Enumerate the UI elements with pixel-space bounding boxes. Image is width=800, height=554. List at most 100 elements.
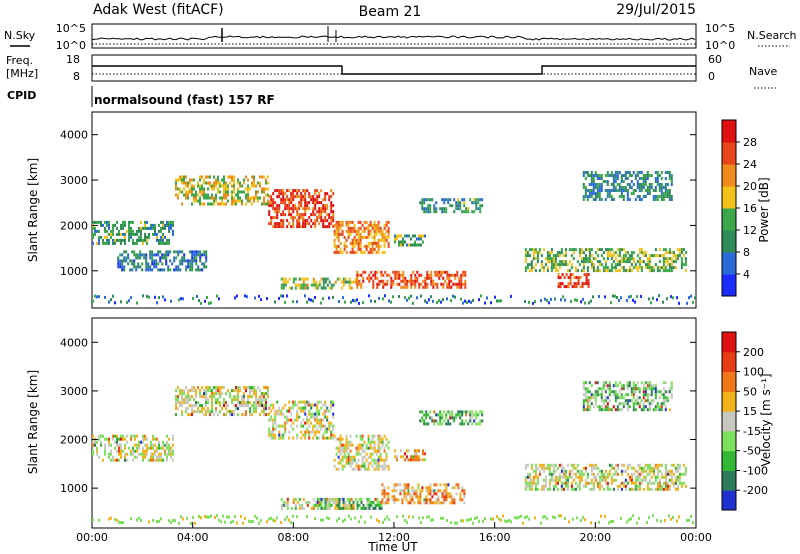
data-cell bbox=[427, 204, 430, 208]
data-cell bbox=[318, 213, 321, 217]
data-cell bbox=[359, 241, 362, 245]
data-cell bbox=[304, 409, 307, 413]
data-cell bbox=[379, 455, 382, 459]
data-cell bbox=[598, 189, 601, 192]
data-cell bbox=[300, 506, 303, 510]
data-cell bbox=[150, 440, 152, 444]
data-cell bbox=[215, 178, 217, 182]
data-cell bbox=[324, 409, 327, 413]
data-cell bbox=[265, 401, 267, 405]
data-cell bbox=[548, 469, 551, 473]
data-cell bbox=[132, 232, 134, 236]
data-cell bbox=[596, 174, 599, 177]
data-cell bbox=[304, 286, 307, 290]
data-cell bbox=[546, 251, 549, 255]
data-cell bbox=[366, 503, 369, 507]
data-cell bbox=[193, 199, 195, 203]
data-cell bbox=[337, 437, 340, 441]
data-cell bbox=[219, 392, 221, 396]
ground-scatter-cell bbox=[560, 298, 562, 302]
data-cell bbox=[316, 427, 319, 431]
ground-scatter-cell bbox=[570, 300, 572, 303]
data-cell bbox=[564, 469, 567, 473]
data-cell bbox=[296, 192, 299, 196]
data-cell bbox=[191, 389, 193, 393]
data-cell bbox=[128, 238, 130, 242]
data-cell bbox=[237, 187, 239, 191]
data-cell bbox=[215, 193, 217, 197]
data-cell bbox=[435, 483, 438, 487]
data-cell bbox=[276, 424, 279, 428]
data-cell bbox=[298, 201, 301, 205]
data-cell bbox=[225, 401, 227, 405]
data-cell bbox=[270, 409, 273, 413]
data-cell bbox=[324, 210, 327, 214]
data-cell bbox=[379, 226, 382, 230]
data-cell bbox=[122, 226, 124, 230]
data-cell bbox=[373, 232, 376, 236]
data-cell bbox=[664, 487, 667, 491]
data-cell bbox=[586, 399, 589, 403]
data-cell bbox=[442, 285, 445, 289]
data-cell bbox=[247, 395, 249, 399]
data-cell bbox=[568, 475, 571, 479]
data-cell bbox=[338, 277, 341, 281]
data-cell bbox=[596, 177, 599, 180]
data-cell bbox=[469, 416, 472, 420]
data-cell bbox=[433, 501, 436, 505]
data-cell bbox=[650, 254, 653, 258]
data-cell bbox=[110, 452, 112, 456]
data-cell bbox=[362, 270, 365, 274]
data-cell bbox=[654, 396, 657, 400]
data-cell bbox=[288, 207, 291, 211]
data-cell bbox=[676, 487, 679, 491]
data-cell bbox=[567, 285, 570, 289]
data-cell bbox=[646, 396, 649, 400]
data-cell bbox=[427, 413, 430, 417]
data-cell bbox=[237, 398, 239, 402]
data-cell bbox=[175, 407, 177, 411]
ground-scatter-cell bbox=[222, 514, 224, 518]
data-cell bbox=[590, 183, 593, 186]
data-cell bbox=[328, 424, 331, 428]
data-cell bbox=[195, 392, 197, 396]
ground-scatter-cell bbox=[454, 295, 456, 299]
data-cell bbox=[136, 455, 138, 459]
data-cell bbox=[288, 418, 291, 422]
data-cell bbox=[316, 403, 319, 407]
data-cell bbox=[223, 181, 225, 185]
data-cell bbox=[324, 500, 327, 504]
data-cell bbox=[181, 256, 184, 260]
data-cell bbox=[379, 437, 382, 441]
data-cell bbox=[668, 195, 671, 198]
data-cell bbox=[191, 193, 193, 197]
data-cell bbox=[282, 222, 285, 226]
data-cell bbox=[172, 232, 174, 236]
data-cell bbox=[294, 277, 297, 281]
data-cell bbox=[664, 396, 667, 400]
data-cell bbox=[602, 487, 605, 491]
data-cell bbox=[542, 266, 545, 270]
data-cell bbox=[552, 463, 555, 467]
data-cell bbox=[610, 189, 613, 192]
data-cell bbox=[357, 446, 360, 450]
data-cell bbox=[255, 196, 257, 200]
ground-scatter-cell bbox=[254, 514, 256, 518]
data-cell bbox=[217, 175, 219, 179]
data-cell bbox=[624, 487, 627, 491]
data-cell bbox=[267, 187, 269, 191]
data-cell bbox=[446, 270, 449, 274]
data-cell bbox=[616, 248, 619, 252]
data-cell bbox=[548, 463, 551, 467]
data-cell bbox=[431, 416, 434, 420]
data-cell bbox=[398, 282, 401, 286]
data-cell bbox=[359, 464, 362, 468]
ground-scatter-cell bbox=[482, 519, 484, 523]
data-cell bbox=[672, 251, 675, 255]
data-cell bbox=[630, 257, 633, 261]
data-cell bbox=[614, 269, 617, 273]
data-cell bbox=[177, 407, 179, 411]
station-title: Adak West (fitACF) bbox=[93, 2, 224, 18]
ground-scatter-cell bbox=[568, 520, 570, 524]
data-cell bbox=[280, 213, 283, 217]
